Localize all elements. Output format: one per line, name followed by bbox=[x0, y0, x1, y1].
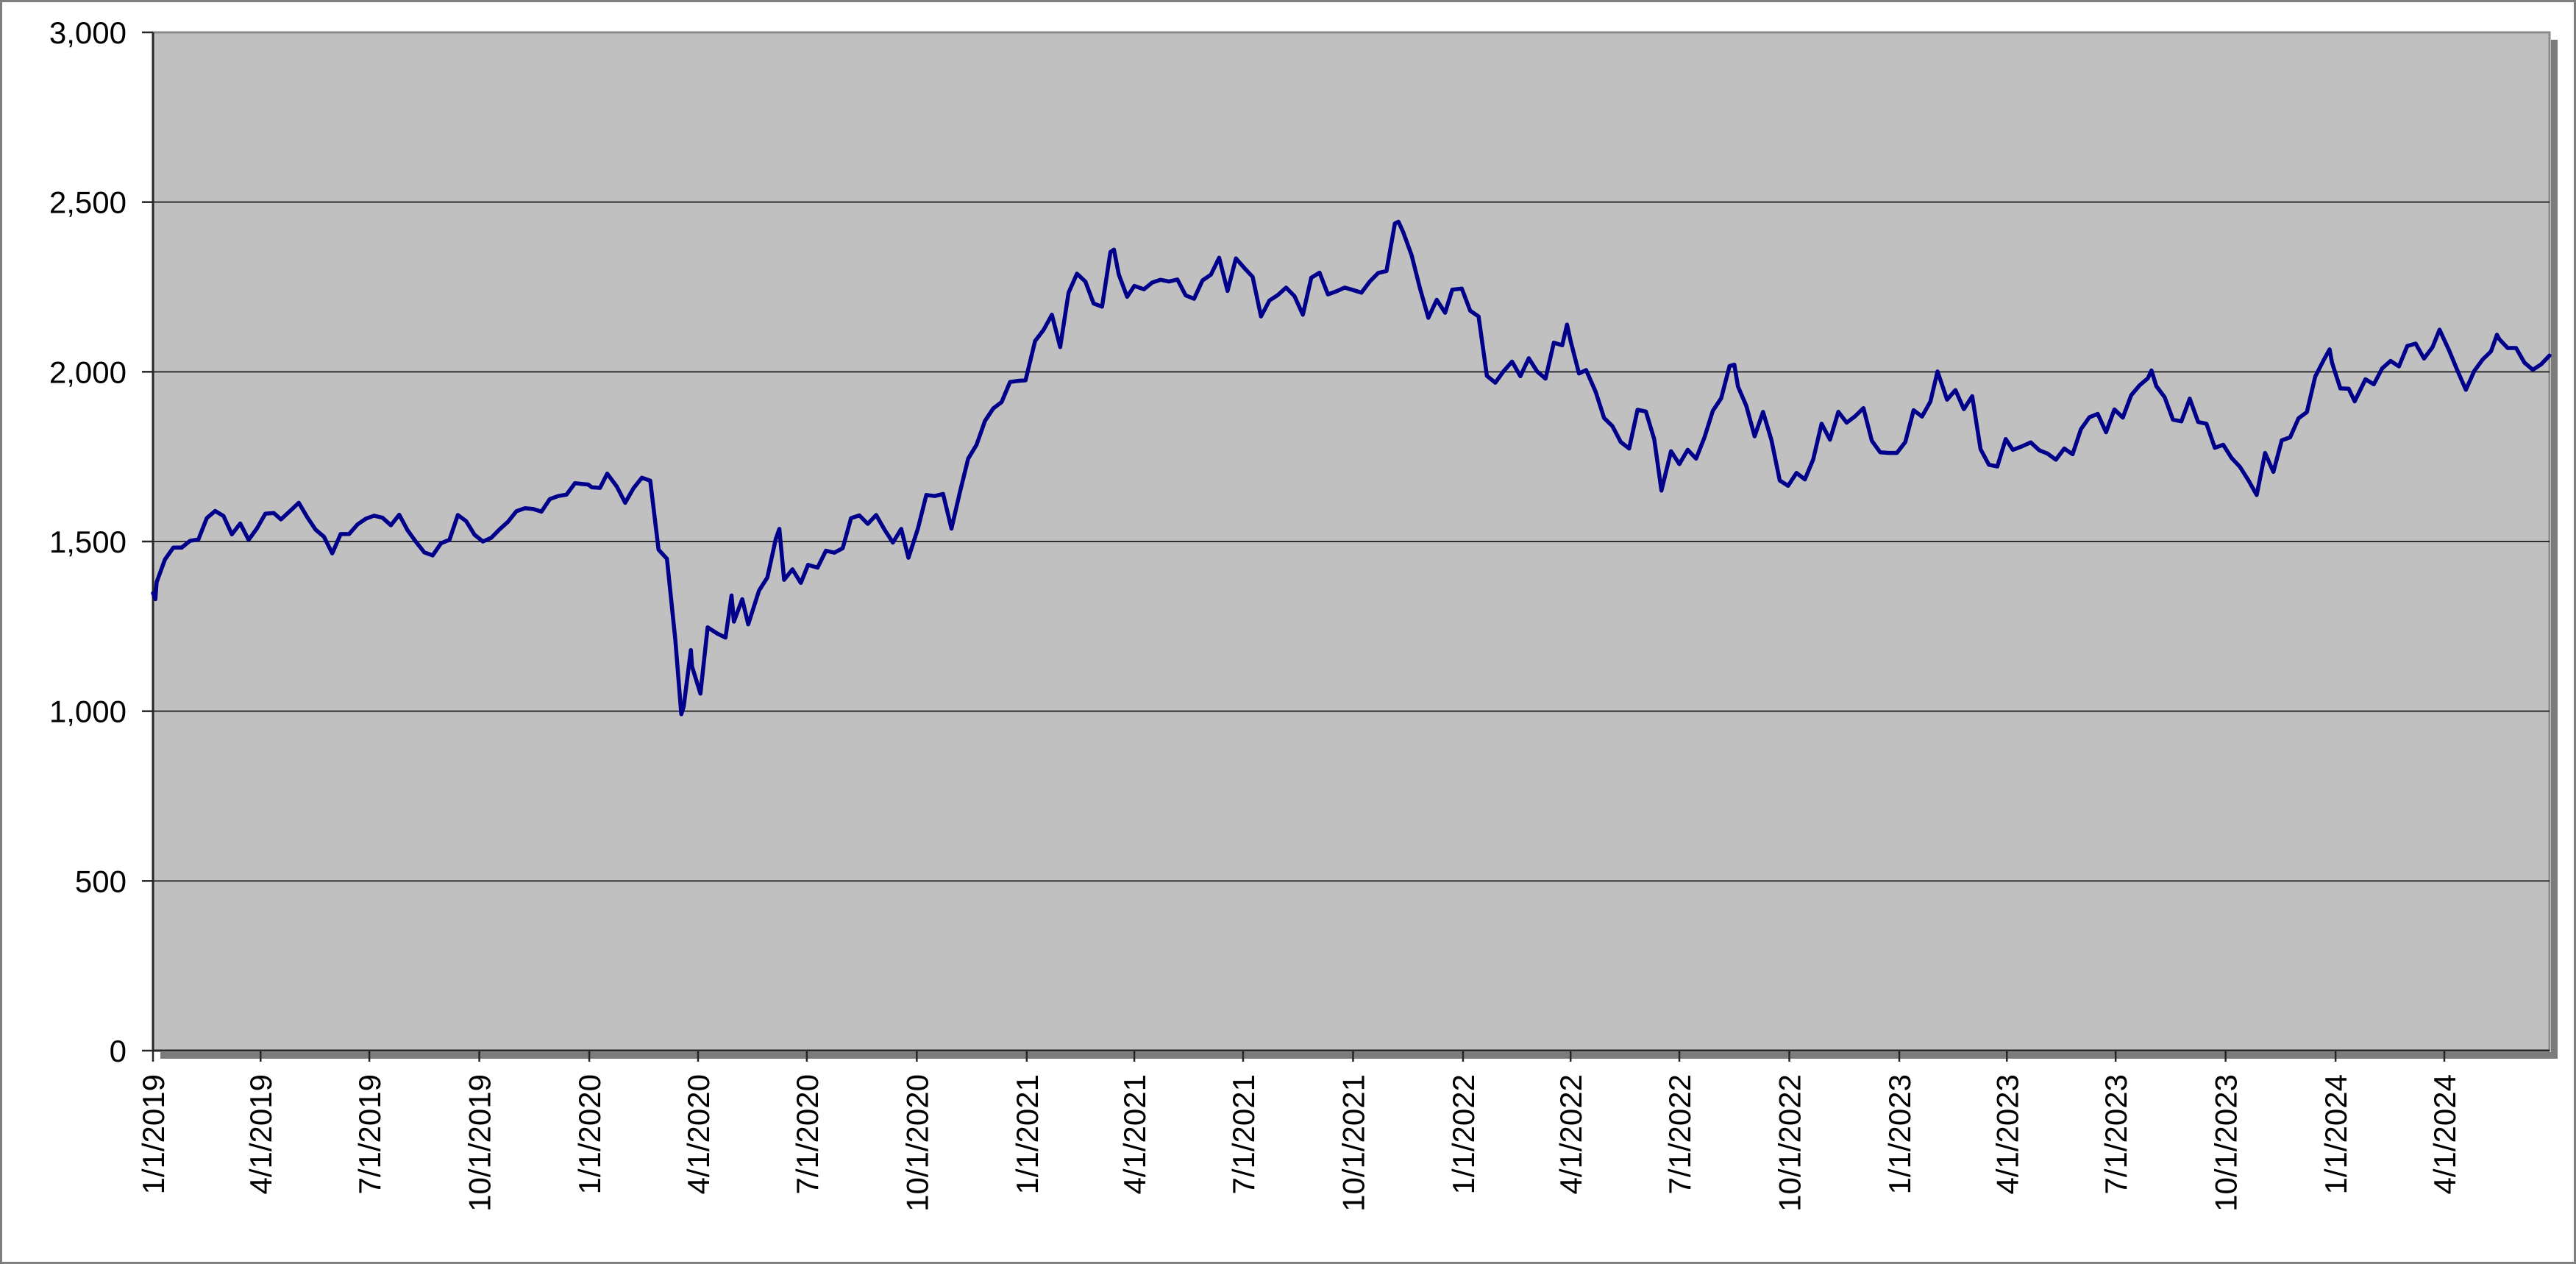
x-tick-label: 1/1/2019 bbox=[136, 1074, 171, 1195]
plot-shadow-right bbox=[2551, 40, 2558, 1058]
plot-shadow-bottom bbox=[160, 1052, 2558, 1059]
x-tick-label: 7/1/2020 bbox=[790, 1074, 825, 1195]
x-tick-label: 10/1/2020 bbox=[900, 1074, 934, 1212]
x-tick-label: 1/1/2022 bbox=[1446, 1074, 1481, 1195]
x-tick-label: 4/1/2019 bbox=[243, 1074, 278, 1195]
y-tick-label: 500 bbox=[75, 864, 127, 898]
x-tick-label: 4/1/2021 bbox=[1117, 1074, 1152, 1195]
x-tick-label: 4/1/2024 bbox=[2427, 1074, 2462, 1195]
y-tick-label: 2,000 bbox=[49, 355, 127, 389]
x-tick-label: 10/1/2021 bbox=[1336, 1074, 1370, 1212]
y-tick-label: 1,500 bbox=[49, 525, 127, 559]
x-tick-label: 1/1/2020 bbox=[572, 1074, 607, 1195]
x-tick-label: 4/1/2023 bbox=[1990, 1074, 2024, 1195]
x-tick-label: 7/1/2023 bbox=[2099, 1074, 2133, 1195]
x-tick-label: 10/1/2023 bbox=[2209, 1074, 2244, 1212]
x-tick-label: 1/1/2021 bbox=[1010, 1074, 1045, 1195]
x-tick-label: 4/1/2020 bbox=[681, 1074, 716, 1195]
x-tick-label: 4/1/2022 bbox=[1554, 1074, 1588, 1195]
y-tick-label: 2,500 bbox=[49, 185, 127, 220]
x-tick-label: 10/1/2019 bbox=[463, 1074, 497, 1212]
x-tick-label: 7/1/2021 bbox=[1226, 1074, 1261, 1195]
y-tick-label: 3,000 bbox=[49, 15, 127, 50]
x-tick-label: 7/1/2019 bbox=[352, 1074, 387, 1195]
data-line[interactable] bbox=[151, 219, 2552, 717]
x-tick-label: 1/1/2023 bbox=[1882, 1074, 1917, 1195]
x-tick-label: 7/1/2022 bbox=[1662, 1074, 1697, 1195]
x-tick-label: 10/1/2022 bbox=[1773, 1074, 1807, 1212]
y-tick-label: 0 bbox=[110, 1034, 127, 1068]
x-tick-label: 1/1/2024 bbox=[2319, 1074, 2353, 1195]
y-tick-label: 1,000 bbox=[49, 695, 127, 729]
